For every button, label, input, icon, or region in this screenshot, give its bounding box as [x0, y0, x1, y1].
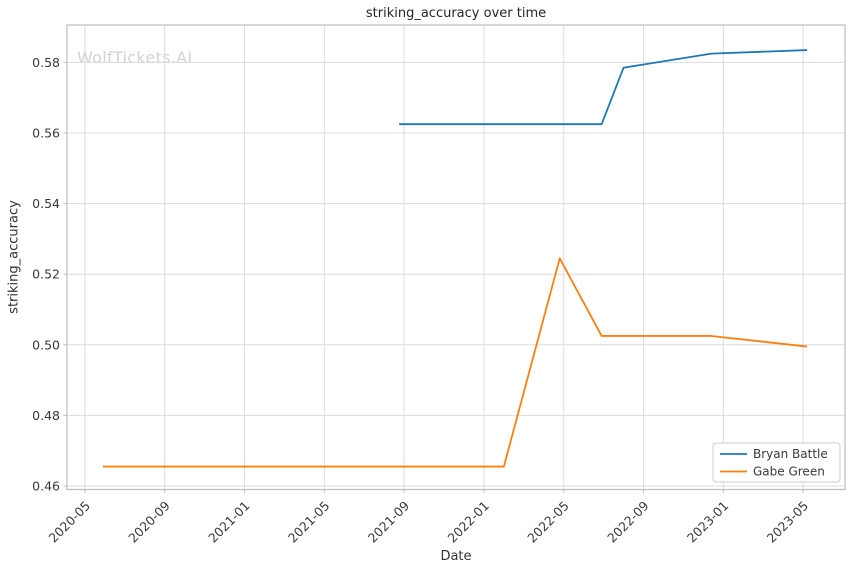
x-tick-label: 2021-01	[205, 498, 253, 546]
y-tick-label: 0.54	[32, 196, 60, 211]
y-tick-label: 0.50	[32, 337, 60, 352]
x-tick-label: 2021-05	[285, 498, 333, 546]
y-tick-label: 0.58	[32, 55, 60, 70]
chart-title: striking_accuracy over time	[365, 6, 547, 21]
legend-label-bryan-battle: Bryan Battle	[753, 447, 828, 461]
x-tick-label: 2022-05	[524, 498, 572, 546]
x-tick-label: 2020-05	[46, 498, 94, 546]
series-line-bryan-battle	[399, 49, 808, 126]
x-tick-label: 2023-01	[684, 498, 732, 546]
x-tick-label: 2022-09	[604, 498, 652, 546]
y-tick-label: 0.56	[32, 126, 60, 141]
legend-label-gabe-green: Gabe Green	[753, 465, 825, 479]
x-tick-label: 2020-09	[125, 498, 173, 546]
x-axis-label: Date	[440, 549, 472, 564]
plot-border	[66, 24, 846, 491]
x-tick-label: 2022-01	[445, 498, 493, 546]
y-tick-label: 0.52	[32, 267, 60, 282]
series-line-gabe-green	[102, 257, 808, 468]
x-tick-label: 2023-05	[764, 498, 812, 546]
y-tick-label: 0.46	[32, 478, 60, 493]
x-tick-label: 2021-09	[365, 498, 413, 546]
y-tick-label: 0.48	[32, 408, 60, 423]
